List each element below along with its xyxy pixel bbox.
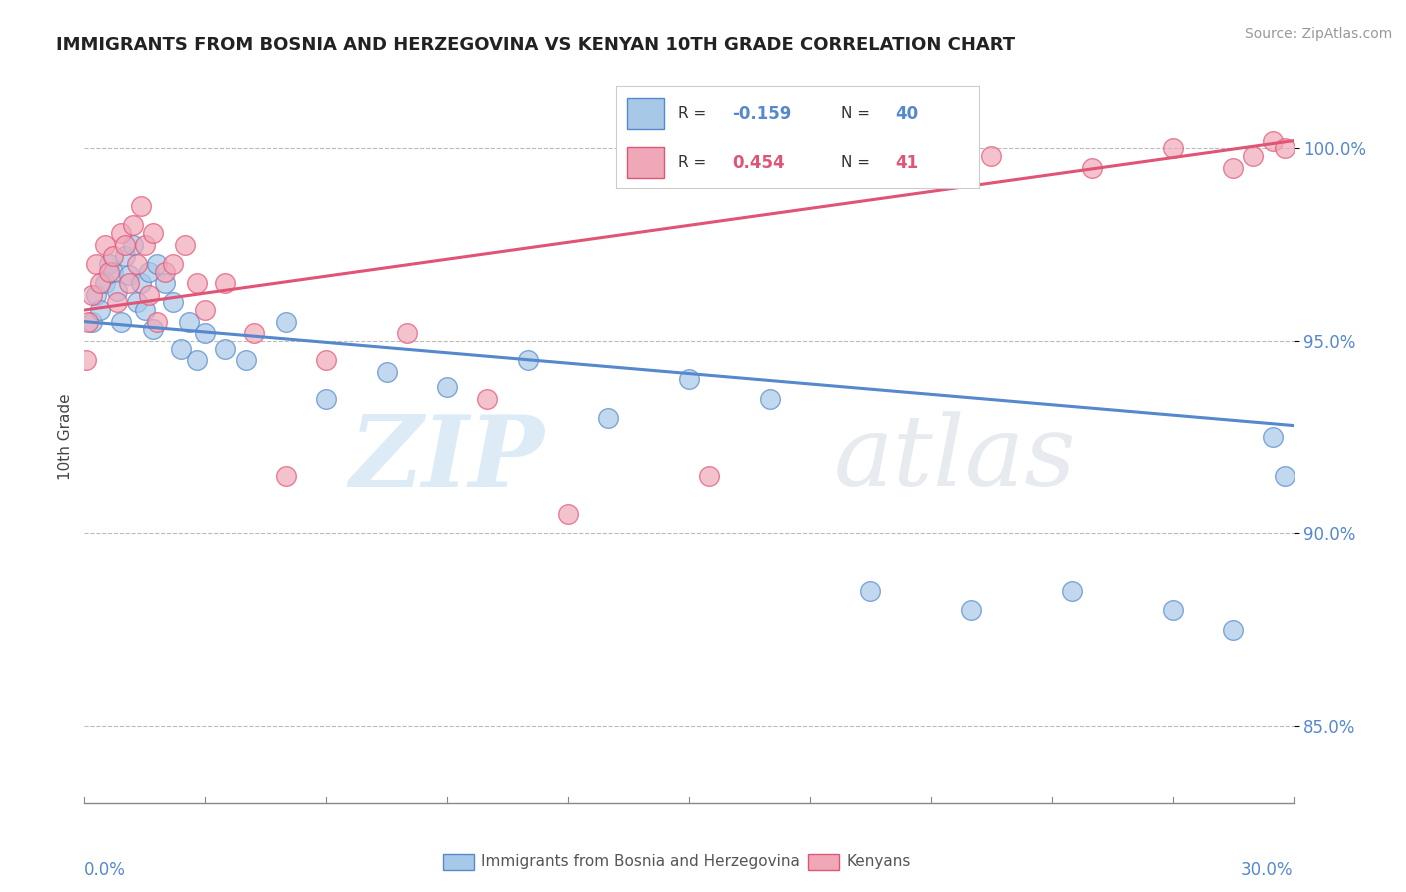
Point — [1081, 161, 1104, 175]
Point — [93, 276, 115, 290]
Point — [375, 365, 398, 379]
Point — [1274, 468, 1296, 483]
Point — [799, 141, 821, 155]
Point — [235, 353, 257, 368]
Point — [557, 507, 579, 521]
Point — [146, 315, 169, 329]
Point — [142, 322, 165, 336]
Point — [194, 326, 217, 340]
Point — [174, 237, 197, 252]
Point — [274, 315, 297, 329]
Point — [1263, 430, 1285, 444]
Point — [86, 287, 108, 301]
Point — [1060, 584, 1083, 599]
Point — [110, 226, 132, 240]
Point — [138, 287, 160, 301]
Point — [1263, 134, 1285, 148]
Point — [153, 264, 176, 278]
Text: 0.0%: 0.0% — [84, 861, 127, 879]
Point — [114, 237, 136, 252]
Point — [153, 276, 176, 290]
Point — [1274, 141, 1296, 155]
Point — [186, 353, 208, 368]
Point — [477, 392, 499, 406]
Point — [274, 468, 297, 483]
Point — [82, 315, 104, 329]
Point — [242, 326, 264, 340]
Text: IMMIGRANTS FROM BOSNIA AND HERZEGOVINA VS KENYAN 10TH GRADE CORRELATION CHART: IMMIGRANTS FROM BOSNIA AND HERZEGOVINA V… — [56, 36, 1015, 54]
Point — [162, 257, 184, 271]
Point — [697, 468, 720, 483]
Point — [129, 199, 152, 213]
Point — [97, 257, 120, 271]
Point — [86, 257, 108, 271]
Point — [77, 315, 100, 329]
Point — [186, 276, 208, 290]
Point — [1161, 603, 1184, 617]
Point — [105, 284, 128, 298]
Point — [179, 315, 201, 329]
Point — [114, 249, 136, 263]
Point — [125, 295, 148, 310]
Point — [138, 264, 160, 278]
Point — [105, 295, 128, 310]
Text: Source: ZipAtlas.com: Source: ZipAtlas.com — [1244, 27, 1392, 41]
Point — [395, 326, 418, 340]
Point — [93, 237, 115, 252]
Point — [142, 226, 165, 240]
Point — [315, 353, 337, 368]
Y-axis label: 10th Grade: 10th Grade — [58, 393, 73, 481]
Point — [146, 257, 169, 271]
Point — [1222, 161, 1244, 175]
Point — [194, 303, 217, 318]
Point — [315, 392, 337, 406]
Point — [214, 276, 236, 290]
Point — [134, 237, 156, 252]
Point — [960, 603, 983, 617]
Point — [121, 219, 143, 233]
Point — [1161, 141, 1184, 155]
Point — [89, 303, 111, 318]
Point — [101, 264, 124, 278]
Point — [758, 392, 780, 406]
Point — [97, 264, 120, 278]
Point — [129, 276, 152, 290]
Point — [1241, 149, 1264, 163]
Text: ZIP: ZIP — [349, 411, 544, 508]
Point — [879, 134, 901, 148]
Point — [101, 249, 124, 263]
Point — [436, 380, 458, 394]
Point — [125, 257, 148, 271]
Point — [134, 303, 156, 318]
Point — [118, 276, 141, 290]
Point — [162, 295, 184, 310]
Text: Immigrants from Bosnia and Herzegovina: Immigrants from Bosnia and Herzegovina — [481, 855, 800, 869]
Point — [598, 410, 620, 425]
Text: Kenyans: Kenyans — [846, 855, 911, 869]
Point — [1222, 623, 1244, 637]
Point — [678, 372, 700, 386]
Point — [110, 315, 132, 329]
Point — [89, 276, 111, 290]
Point — [170, 342, 193, 356]
Text: 30.0%: 30.0% — [1241, 861, 1294, 879]
Point — [75, 353, 97, 368]
Point — [859, 584, 882, 599]
Text: atlas: atlas — [834, 411, 1077, 507]
Point — [121, 237, 143, 252]
Point — [980, 149, 1002, 163]
Point — [82, 287, 104, 301]
Point — [118, 268, 141, 283]
Point — [214, 342, 236, 356]
Point — [516, 353, 538, 368]
